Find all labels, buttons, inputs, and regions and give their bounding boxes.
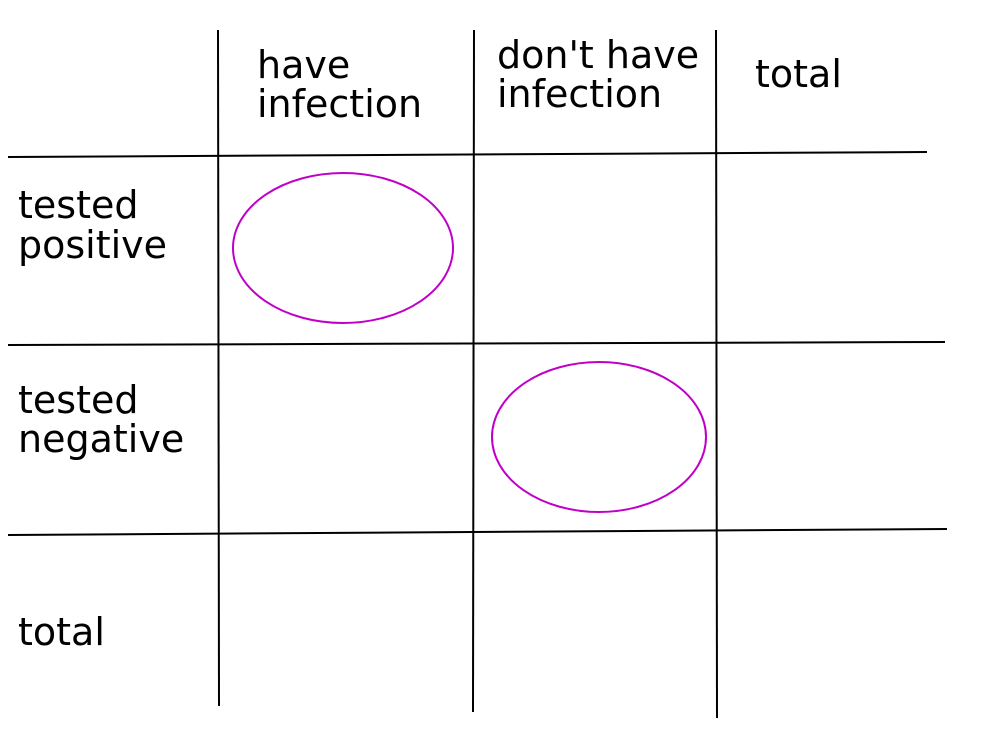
- column-header: don't have: [497, 33, 699, 77]
- horizontal-line: [7, 151, 928, 158]
- row-header: tested: [18, 183, 138, 227]
- vertical-line: [715, 29, 718, 719]
- vertical-line: [472, 29, 475, 713]
- vertical-line: [217, 29, 220, 707]
- highlight-circle: [232, 172, 454, 324]
- column-header: have: [257, 43, 350, 87]
- row-header: positive: [18, 223, 167, 267]
- horizontal-line: [7, 528, 948, 536]
- column-header: infection: [497, 72, 662, 116]
- row-header: total: [18, 610, 105, 654]
- row-header: negative: [18, 417, 184, 461]
- horizontal-line: [7, 341, 946, 346]
- column-header: total: [755, 52, 842, 96]
- row-header: tested: [18, 378, 138, 422]
- column-header: infection: [257, 82, 422, 126]
- highlight-circle: [491, 361, 707, 513]
